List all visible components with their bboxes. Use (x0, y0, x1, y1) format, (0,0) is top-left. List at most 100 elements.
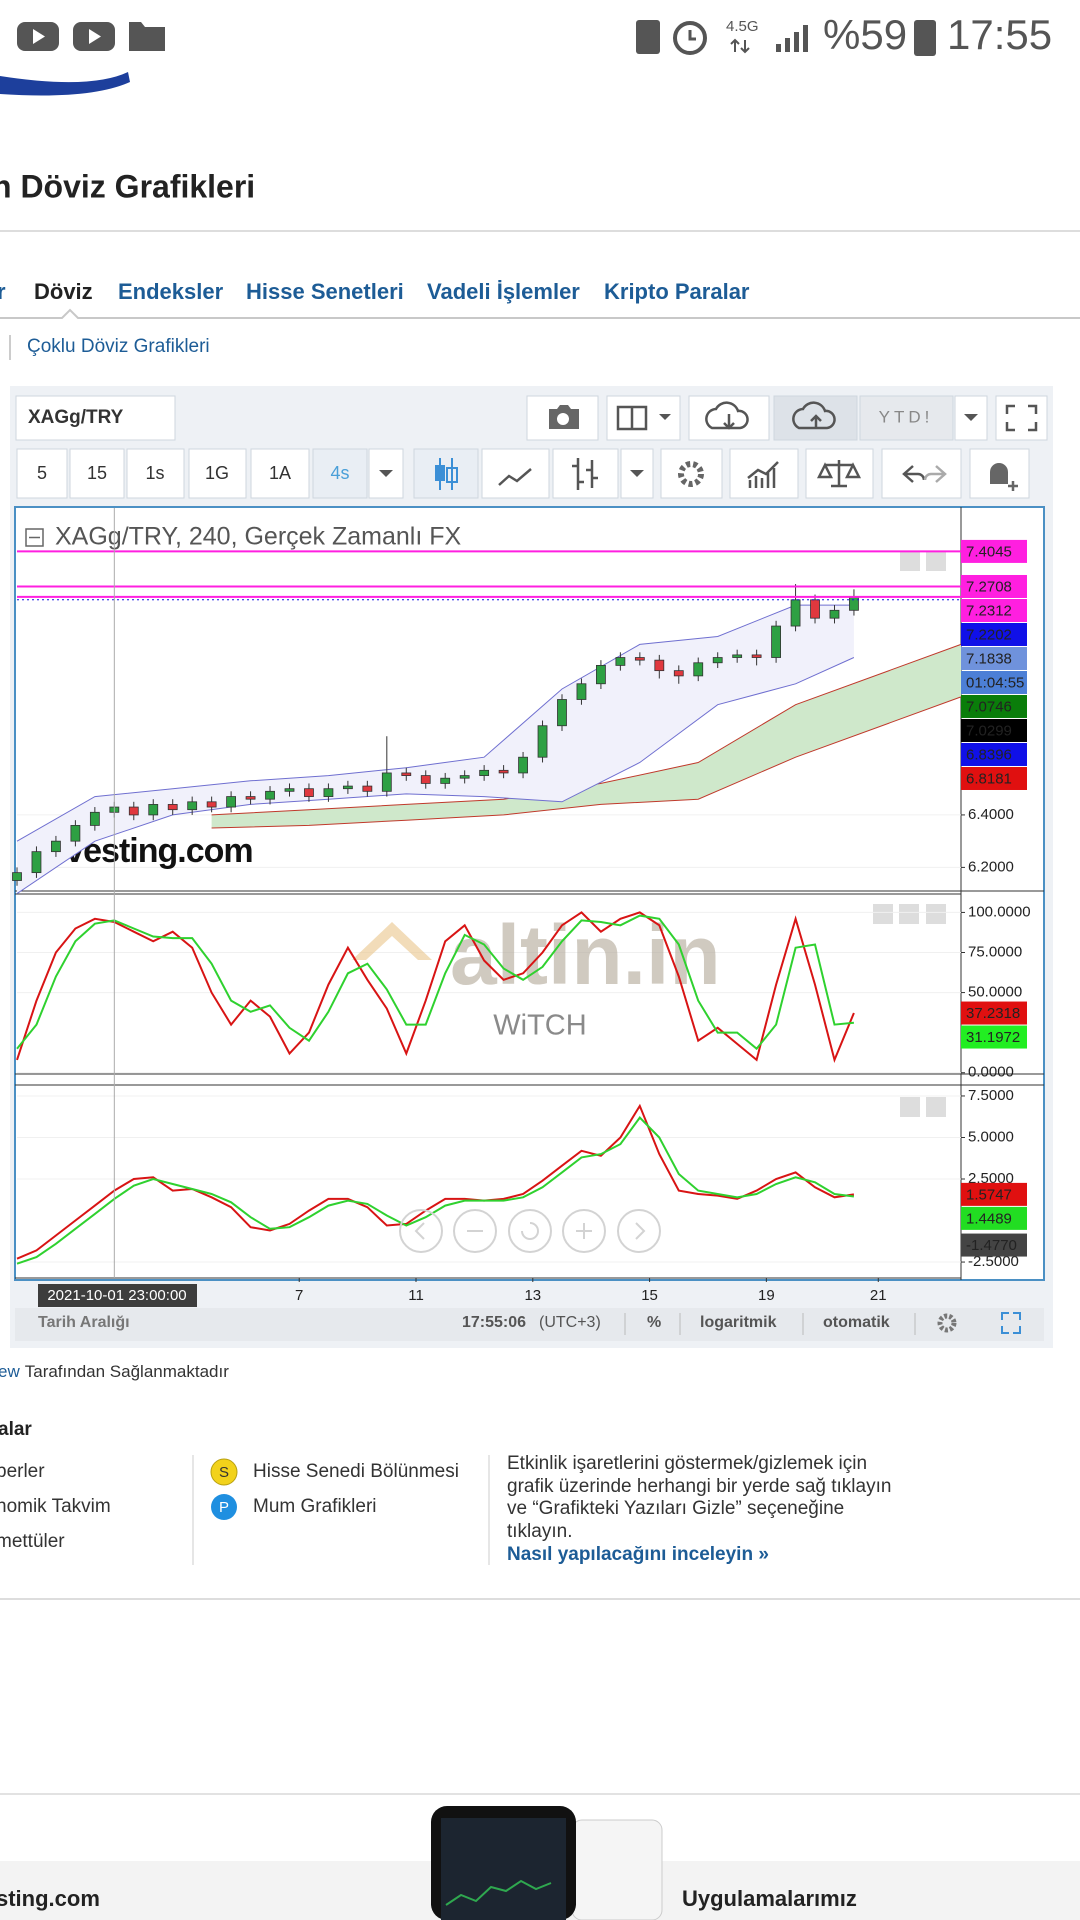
price-tag (961, 1233, 1027, 1257)
price-tag (961, 539, 1027, 563)
date-range[interactable]: Tarih Aralığı (38, 1314, 130, 1331)
interval-button[interactable] (69, 448, 125, 499)
candle-body (128, 806, 139, 816)
phone-screen (445, 1879, 552, 1906)
range-button[interactable] (859, 395, 954, 441)
interval-label[interactable]: 5 (37, 463, 47, 483)
interval-button[interactable] (16, 448, 68, 499)
nav-link[interactable]: Endeksler (118, 279, 224, 304)
candle-body (284, 788, 295, 792)
cloud-icon (705, 401, 749, 430)
settings-button[interactable] (660, 448, 723, 499)
y-tick-label: -2.5000 (968, 1253, 1019, 1270)
scroll-right[interactable] (617, 1209, 661, 1253)
candle-body (673, 670, 684, 677)
undo-redo-button[interactable] (881, 448, 962, 499)
candle-body (342, 785, 353, 790)
interval-button[interactable] (312, 448, 368, 499)
log-toggle[interactable]: logaritmik (700, 1314, 777, 1331)
symbol[interactable]: XAGg/TRY (28, 407, 124, 428)
x-tick-label: 21 (870, 1287, 887, 1304)
signal-icon (776, 25, 808, 52)
footer-apps[interactable]: Uygulamalarımız (682, 1886, 857, 1911)
scroll-left[interactable] (399, 1209, 443, 1253)
pane-control[interactable] (926, 1097, 946, 1117)
legend-item: nomik Takvim (0, 1496, 111, 1517)
range-label[interactable]: YTD! (879, 407, 934, 426)
nav-link[interactable]: Vadeli İşlemler (427, 279, 580, 304)
timezone[interactable]: (UTC+3) (539, 1314, 601, 1331)
candle-body (654, 659, 665, 672)
gear-icon[interactable] (937, 1313, 957, 1333)
candle-body (12, 872, 22, 881)
fullscreen-button[interactable] (995, 395, 1048, 441)
nav-link[interactable]: r (0, 279, 6, 304)
fullscreen-icon (1005, 404, 1038, 432)
bar-icon (572, 458, 598, 490)
badge-letter: S (219, 1464, 229, 1481)
candle-icon (435, 465, 445, 481)
badge (211, 1494, 237, 1520)
pane-control[interactable] (926, 551, 946, 571)
interval-label[interactable]: 15 (87, 463, 107, 483)
interval-label[interactable]: 4s (330, 463, 349, 483)
candle-body (712, 657, 723, 664)
price-tag (961, 1206, 1027, 1230)
camera-icon (557, 413, 569, 425)
candle-body (634, 657, 645, 661)
credit-link[interactable]: ew (0, 1362, 20, 1381)
y-tick-label: 100.0000 (968, 903, 1031, 920)
zoom-in[interactable] (562, 1209, 606, 1253)
dropdown-icon (964, 414, 978, 421)
footer-site: sting.com (0, 1886, 100, 1911)
nav-link[interactable]: Hisse Senetleri (246, 279, 404, 304)
price-tag-label: 37.2318 (966, 1005, 1020, 1022)
interval-button[interactable] (188, 448, 247, 499)
interval-label[interactable]: 1A (269, 463, 291, 483)
reset[interactable] (508, 1209, 552, 1253)
pane-control[interactable] (926, 904, 946, 924)
watermark-logo (352, 922, 432, 960)
line-type-button[interactable] (481, 448, 550, 499)
breadcrumb[interactable]: Çoklu Döviz Grafikleri (27, 336, 210, 357)
candle-body (596, 664, 606, 685)
candle-body (518, 756, 528, 774)
price-tag (961, 1001, 1027, 1025)
price-tag-label: 7.0746 (966, 698, 1012, 715)
price-tag-label: 7.0299 (966, 722, 1012, 739)
zoom-out[interactable] (453, 1209, 497, 1253)
candle-body (245, 796, 256, 800)
bell-icon (987, 463, 1011, 484)
symbol-box[interactable] (15, 395, 176, 441)
collapse-icon[interactable] (25, 528, 44, 547)
nav-link[interactable]: Kripto Paralar (604, 279, 750, 304)
percent-toggle[interactable]: % (647, 1314, 661, 1331)
interval-label[interactable]: 1s (145, 463, 164, 483)
nav-link[interactable]: Döviz (34, 279, 93, 304)
interval-button[interactable] (126, 448, 185, 499)
interval-button[interactable] (250, 448, 310, 499)
clock: 17:55 (947, 11, 1052, 58)
y-tick-label: 0.0000 (968, 1064, 1014, 1081)
expand-icon[interactable] (1001, 1312, 1021, 1334)
pane-control[interactable] (899, 904, 919, 924)
gear-icon (678, 461, 704, 487)
legend-marker: Hisse Senedi Bölünmesi (253, 1461, 459, 1482)
candle-body (167, 804, 178, 811)
price-tag (961, 622, 1027, 646)
pane-control[interactable] (900, 551, 920, 571)
price-tag (961, 646, 1027, 670)
interval-label[interactable]: 1G (205, 463, 229, 483)
zoom-glyphs (414, 1222, 646, 1240)
bell-icon (1008, 481, 1018, 491)
help-link[interactable]: Nasıl yapılacağını inceleyin » (507, 1544, 769, 1565)
y-tick-label: 6.2000 (968, 858, 1014, 875)
x-tick-label: 15 (641, 1287, 658, 1304)
pane-control[interactable] (873, 904, 893, 924)
pane-control[interactable] (900, 1097, 920, 1117)
bar-type-button[interactable] (552, 448, 619, 499)
auto-toggle[interactable]: otomatik (823, 1314, 890, 1331)
candle-body (70, 825, 81, 842)
compare-button[interactable] (805, 448, 874, 499)
